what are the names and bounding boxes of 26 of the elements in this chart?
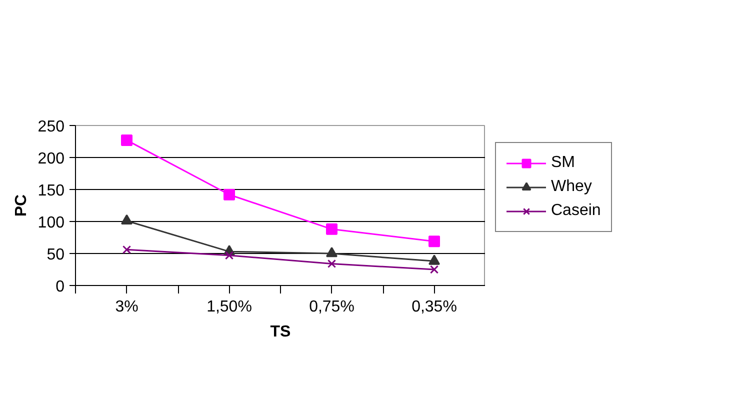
y-axis-title: PC: [12, 194, 30, 217]
point: [121, 134, 132, 146]
legend-label: Whey: [551, 178, 592, 196]
x-tick-label: 3%: [115, 298, 138, 316]
y-tick-label: 200: [38, 150, 65, 168]
point: [428, 236, 440, 248]
point: [430, 265, 439, 274]
point: [224, 188, 235, 200]
point: [121, 214, 132, 224]
legend-label: Casein: [551, 202, 601, 220]
x-axis-title: TS: [270, 324, 292, 340]
y-tick-label: 0: [56, 278, 65, 296]
point: [122, 245, 132, 254]
point: [326, 246, 338, 258]
y-tick-label: 150: [38, 182, 65, 200]
point: [326, 223, 338, 235]
point: [224, 251, 234, 260]
x-tick-label: 0,35%: [412, 298, 457, 316]
x-tick-label: 0,75%: [309, 298, 354, 316]
x-tick-label: 1,50%: [206, 298, 252, 316]
legend-label: SM: [551, 154, 575, 172]
point: [327, 259, 336, 268]
y-tick-label: 250: [38, 118, 65, 136]
y-tick-label: 100: [38, 214, 65, 232]
y-tick-label: 50: [46, 246, 65, 264]
point: [428, 254, 440, 265]
